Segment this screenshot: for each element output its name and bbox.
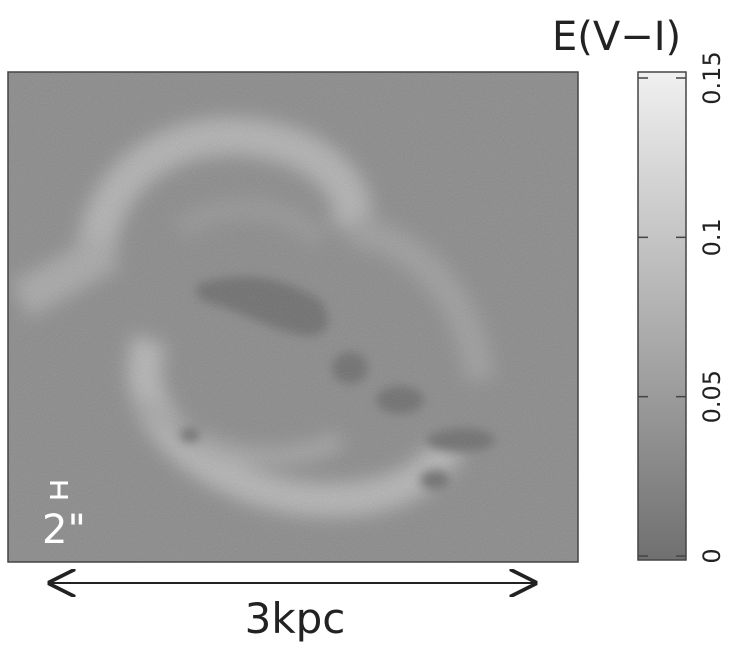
colorbar-tick-label: 0 bbox=[698, 548, 726, 563]
galaxy-image bbox=[8, 72, 578, 562]
angular-scale-bar bbox=[50, 481, 68, 499]
colorbar-label: E(V−I) bbox=[552, 14, 681, 60]
physical-scale-label: 3kpc bbox=[245, 594, 346, 643]
image-frame bbox=[7, 71, 579, 563]
colorbar-tick-label: 0.05 bbox=[698, 370, 726, 423]
colorbar bbox=[637, 71, 687, 561]
angular-scale-label: 2" bbox=[42, 507, 86, 553]
colorbar-tick-label: 0.1 bbox=[698, 218, 726, 256]
colorbar-tick-label: 0.15 bbox=[698, 51, 726, 104]
